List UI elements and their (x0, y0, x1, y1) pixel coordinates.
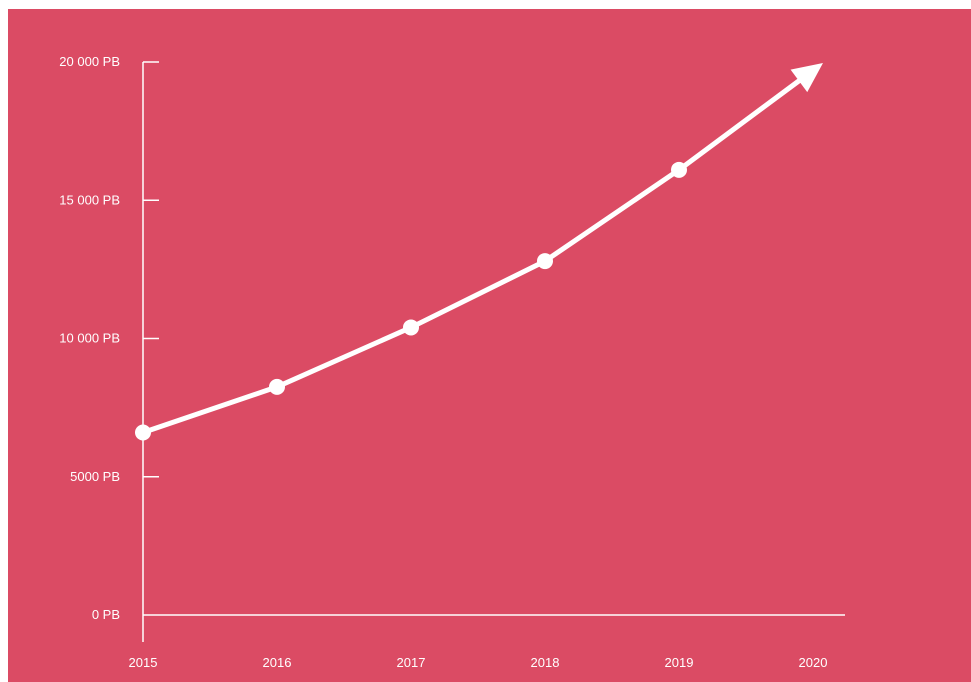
series-layer (135, 63, 823, 441)
x-tick-label: 2016 (263, 655, 292, 670)
x-tick-label: 2020 (799, 655, 828, 670)
data-point (269, 378, 285, 395)
x-tick-label: 2018 (531, 655, 560, 670)
x-tick-label: 2015 (129, 655, 158, 670)
x-tick-label: 2019 (665, 655, 694, 670)
x-axis-ticks: 2015 2016 2017 2018 2019 2020 (129, 655, 828, 670)
y-axis-ticks: 0 PB 5000 PB 10 000 PB 15 000 PB 20 000 PB (59, 54, 159, 622)
trend-arrow-head (790, 63, 823, 93)
y-tick-label: 20 000 PB (59, 54, 120, 69)
y-tick-label: 10 000 PB (59, 331, 120, 346)
axes (142, 62, 845, 642)
y-tick-label: 15 000 PB (59, 192, 120, 207)
x-tick-label: 2017 (397, 655, 426, 670)
y-tick-label: 5000 PB (70, 469, 120, 484)
data-point (671, 161, 687, 178)
data-point (135, 424, 151, 441)
data-point (537, 253, 553, 270)
series-line (140, 167, 682, 436)
data-point (403, 319, 419, 336)
y-tick-label: 0 PB (92, 607, 120, 622)
chart-background (8, 9, 971, 682)
trend-arrow-line (676, 77, 804, 173)
